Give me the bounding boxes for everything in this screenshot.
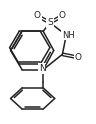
Text: S: S	[47, 18, 53, 27]
Text: N: N	[39, 64, 46, 73]
Text: O: O	[74, 53, 81, 62]
Text: O: O	[59, 11, 66, 20]
Text: NH: NH	[62, 31, 74, 40]
Text: O: O	[34, 11, 41, 20]
